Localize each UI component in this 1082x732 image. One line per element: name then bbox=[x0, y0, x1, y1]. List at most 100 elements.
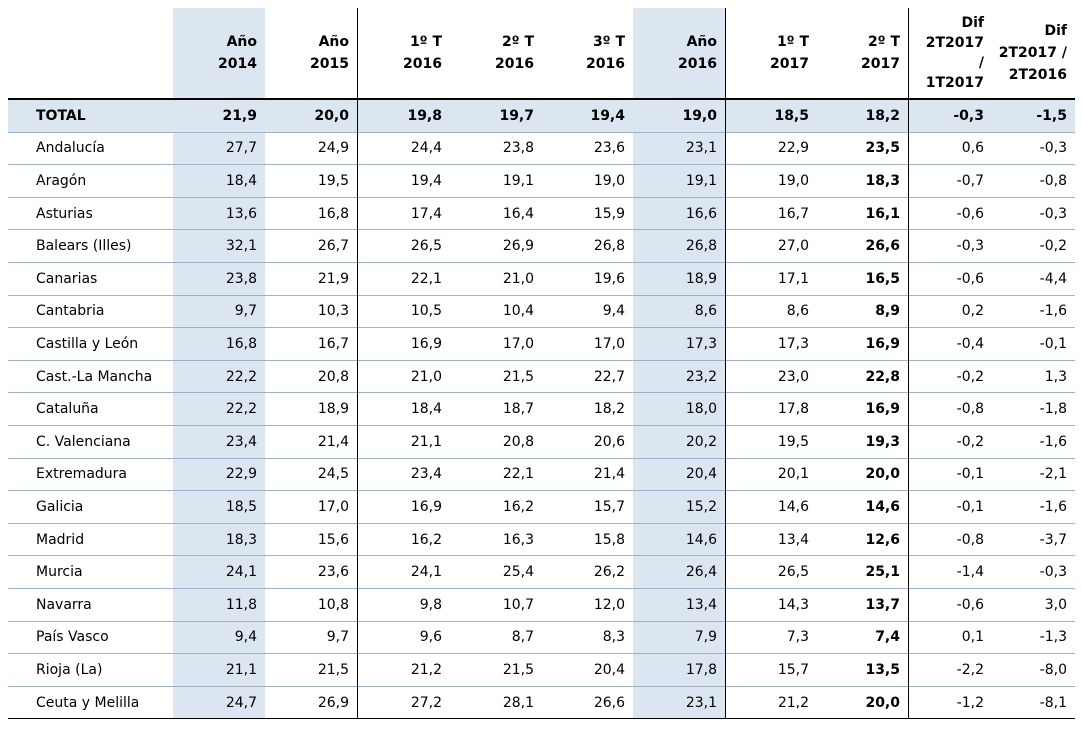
header-line: Año bbox=[686, 34, 717, 50]
cell-value: 23,1 bbox=[633, 686, 725, 719]
column-header: 2º T 2017 bbox=[817, 8, 908, 98]
cell-value: 19,0 bbox=[777, 172, 809, 189]
cell-value: 14,6 bbox=[865, 498, 900, 515]
cell-value: 23,8 bbox=[502, 140, 534, 157]
header-line: 2016 bbox=[403, 56, 442, 72]
cell-value: 19,5 bbox=[777, 433, 809, 450]
row-rule bbox=[8, 327, 1075, 329]
cell-value: 15,6 bbox=[317, 531, 349, 548]
cell-value: 22,7 bbox=[593, 368, 625, 385]
cell-value: 15,2 bbox=[633, 491, 725, 523]
header-line: Dif bbox=[961, 15, 984, 31]
cell-value: 15,9 bbox=[593, 205, 625, 222]
cell-value: 12,6 bbox=[865, 531, 900, 548]
header-line: 2015 bbox=[310, 56, 349, 72]
cell-value: -0,3 bbox=[956, 238, 984, 255]
cell-value: 19,3 bbox=[865, 433, 900, 450]
row-label: País Vasco bbox=[36, 629, 109, 646]
header-line: 1º T bbox=[776, 34, 809, 50]
cell-value: 8,9 bbox=[875, 303, 900, 320]
cell-value: 26,4 bbox=[633, 556, 725, 588]
row-rule bbox=[8, 294, 1075, 296]
cell-value: -0,8 bbox=[956, 531, 984, 548]
cell-value: -1,8 bbox=[1039, 401, 1067, 418]
cell-value: 23,2 bbox=[633, 360, 725, 393]
cell-value: 21,1 bbox=[410, 433, 442, 450]
cell-value: 22,9 bbox=[173, 458, 265, 491]
cell-value: 22,2 bbox=[173, 393, 265, 425]
cell-value: 10,7 bbox=[502, 596, 534, 613]
cell-value: 9,4 bbox=[602, 303, 625, 320]
column-header: Año 2014 bbox=[173, 8, 265, 98]
cell-value: 20,8 bbox=[317, 368, 349, 385]
cell-value: 19,0 bbox=[633, 100, 725, 132]
cell-value: 1,3 bbox=[1044, 368, 1067, 385]
cell-value: -1,5 bbox=[992, 100, 1075, 132]
cell-value: 27,0 bbox=[777, 238, 809, 255]
cell-value: 14,3 bbox=[777, 596, 809, 613]
header-line: / bbox=[978, 55, 984, 71]
cell-value: 10,3 bbox=[317, 303, 349, 320]
row-rule bbox=[8, 229, 1075, 231]
cell-value: 21,1 bbox=[173, 654, 265, 686]
header-line: 1T2017 bbox=[925, 75, 984, 91]
cell-value: 19,7 bbox=[450, 100, 542, 132]
cell-value: 21,4 bbox=[593, 466, 625, 483]
cell-value: 10,8 bbox=[317, 596, 349, 613]
cell-value: -2,1 bbox=[1039, 466, 1067, 483]
cell-value: 24,5 bbox=[317, 466, 349, 483]
cell-value: 22,8 bbox=[865, 368, 900, 385]
header-line: Dif bbox=[1044, 23, 1067, 39]
cell-value: 18,9 bbox=[633, 263, 725, 295]
table-bottom bbox=[8, 718, 1075, 720]
row-rule bbox=[8, 196, 1075, 198]
header-line: Año bbox=[318, 34, 349, 50]
cell-value: -2,2 bbox=[956, 661, 984, 678]
cell-value: 25,1 bbox=[865, 564, 900, 581]
cell-value: 18,2 bbox=[593, 401, 625, 418]
cell-value: 23,0 bbox=[777, 368, 809, 385]
header-line: 2016 bbox=[678, 56, 717, 72]
cell-value: 19,6 bbox=[593, 270, 625, 287]
header-line: 2º T bbox=[867, 34, 900, 50]
cell-value: 15,8 bbox=[593, 531, 625, 548]
cell-value: -0,1 bbox=[956, 498, 984, 515]
row-label: Ceuta y Melilla bbox=[36, 694, 140, 711]
cell-value: 9,7 bbox=[326, 629, 349, 646]
column-header: 1º T 2017 bbox=[725, 8, 817, 98]
column-header: Año 2015 bbox=[265, 8, 357, 98]
cell-value: -4,4 bbox=[1039, 270, 1067, 287]
cell-value: 8,3 bbox=[602, 629, 625, 646]
row-label: Andalucía bbox=[36, 140, 105, 157]
cell-value: 21,5 bbox=[502, 368, 534, 385]
cell-value: 24,1 bbox=[173, 556, 265, 588]
cell-value: 13,5 bbox=[865, 661, 900, 678]
header-line: 2T2017 bbox=[925, 35, 984, 51]
row-rule bbox=[8, 522, 1075, 524]
cell-value: 17,1 bbox=[777, 270, 809, 287]
cell-value: -0,3 bbox=[1039, 564, 1067, 581]
column-header: Dif 2T2017 / 2T2016 bbox=[992, 8, 1075, 98]
cell-value: 21,0 bbox=[502, 270, 534, 287]
header-line: 2º T bbox=[501, 34, 534, 50]
column-header: Año 2016 bbox=[633, 8, 725, 98]
column-header: 3º T 2016 bbox=[542, 8, 633, 98]
row-label: Navarra bbox=[36, 596, 92, 613]
cell-value: 26,8 bbox=[593, 238, 625, 255]
cell-value: 7,3 bbox=[786, 629, 809, 646]
cell-value: 8,6 bbox=[786, 303, 809, 320]
cell-value: 11,8 bbox=[173, 589, 265, 621]
row-label: Cantabria bbox=[36, 303, 105, 320]
header-line: 3º T bbox=[592, 34, 625, 50]
row-rule bbox=[8, 555, 1075, 557]
cell-value: 20,1 bbox=[777, 466, 809, 483]
row-rule bbox=[8, 653, 1075, 655]
cell-value: 24,9 bbox=[317, 140, 349, 157]
cell-value: -1,2 bbox=[956, 694, 984, 711]
row-rule bbox=[8, 685, 1075, 687]
cell-value: 23,6 bbox=[317, 564, 349, 581]
cell-value: -1,6 bbox=[1039, 303, 1067, 320]
cell-value: 19,0 bbox=[593, 172, 625, 189]
cell-value: 16,1 bbox=[865, 205, 900, 222]
cell-value: 16,7 bbox=[777, 205, 809, 222]
